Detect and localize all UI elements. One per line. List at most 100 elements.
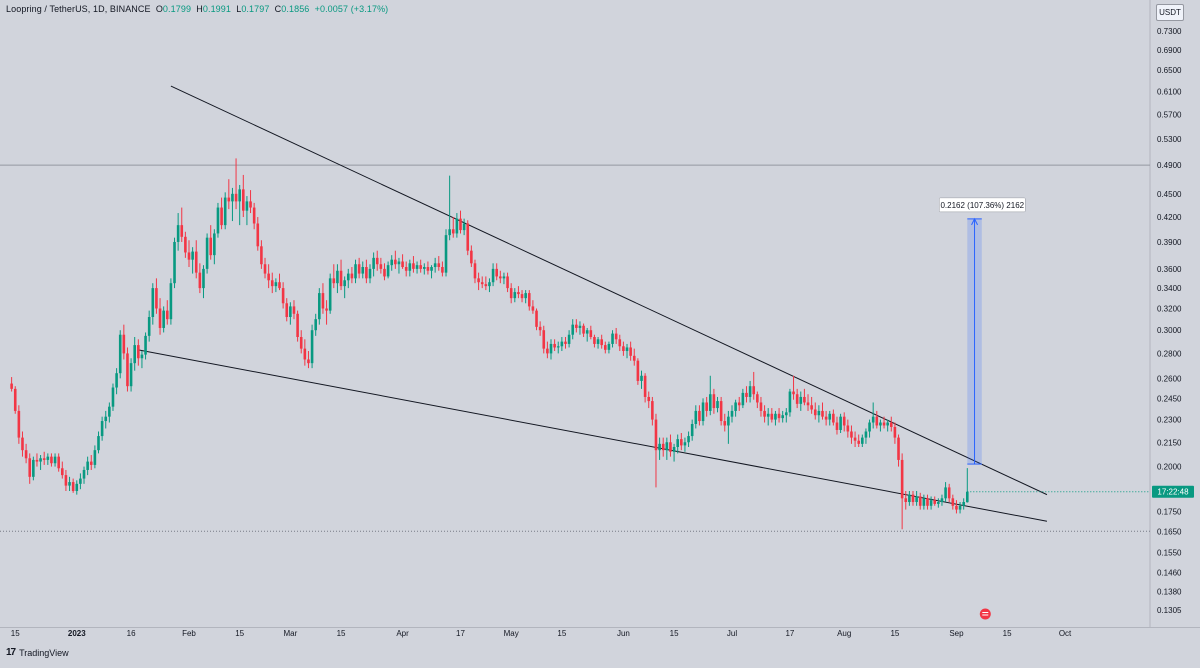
candle-body[interactable] — [600, 339, 603, 346]
candle-body[interactable] — [683, 442, 687, 446]
candle-body[interactable] — [556, 346, 560, 348]
candle-body[interactable] — [459, 218, 462, 231]
candle-body[interactable] — [455, 218, 459, 234]
candle-body[interactable] — [61, 468, 64, 476]
candle-body[interactable] — [357, 264, 361, 274]
candle-body[interactable] — [745, 392, 748, 397]
candle-body[interactable] — [361, 267, 365, 274]
candle-body[interactable] — [806, 402, 810, 406]
candle-body[interactable] — [958, 505, 962, 510]
candle-body[interactable] — [567, 334, 571, 344]
candle-body[interactable] — [50, 456, 53, 464]
candle-body[interactable] — [861, 437, 864, 444]
candle-body[interactable] — [882, 422, 886, 426]
candle-body[interactable] — [868, 422, 871, 432]
candle-body[interactable] — [336, 270, 339, 284]
candle-body[interactable] — [318, 293, 321, 320]
candle-body[interactable] — [575, 324, 578, 328]
candle-body[interactable] — [817, 410, 821, 416]
candle-body[interactable] — [82, 469, 86, 479]
candle-body[interactable] — [249, 201, 252, 208]
candle-body[interactable] — [339, 270, 343, 287]
candle-body[interactable] — [708, 394, 712, 411]
candle-body[interactable] — [756, 394, 759, 403]
candle-body[interactable] — [488, 282, 491, 287]
candle-body[interactable] — [564, 341, 567, 344]
candle-body[interactable] — [220, 207, 223, 226]
candle-body[interactable] — [169, 283, 173, 320]
candle-body[interactable] — [582, 325, 585, 334]
candle-body[interactable] — [296, 313, 299, 338]
candle-body[interactable] — [716, 401, 719, 409]
candle-body[interactable] — [850, 431, 853, 438]
candle-body[interactable] — [842, 416, 846, 426]
candle-body[interactable] — [278, 282, 281, 289]
candle-body[interactable] — [643, 375, 647, 397]
candle-body[interactable] — [354, 264, 357, 279]
candle-body[interactable] — [256, 223, 260, 247]
candle-body[interactable] — [640, 375, 643, 381]
candle-body[interactable] — [839, 416, 842, 430]
candle-body[interactable] — [737, 402, 741, 406]
candle-body[interactable] — [506, 276, 509, 289]
candle-body[interactable] — [451, 229, 455, 234]
candle-body[interactable] — [13, 388, 17, 411]
candle-body[interactable] — [35, 459, 39, 462]
candle-body[interactable] — [270, 280, 274, 287]
candle-body[interactable] — [832, 413, 835, 423]
candle-body[interactable] — [444, 235, 448, 273]
candle-body[interactable] — [187, 252, 191, 260]
candle-body[interactable] — [129, 363, 133, 387]
candle-body[interactable] — [173, 241, 176, 284]
candle-body[interactable] — [774, 413, 777, 420]
candle-body[interactable] — [792, 391, 795, 395]
candle-body[interactable] — [661, 443, 665, 451]
candle-body[interactable] — [727, 416, 730, 426]
candle-body[interactable] — [527, 293, 531, 307]
candle-body[interactable] — [346, 273, 350, 281]
candle-body[interactable] — [299, 337, 303, 349]
candle-body[interactable] — [665, 442, 669, 451]
candle-body[interactable] — [864, 431, 868, 438]
candle-body[interactable] — [824, 416, 828, 420]
candle-body[interactable] — [585, 330, 589, 334]
candle-body[interactable] — [524, 293, 527, 299]
candle-body[interactable] — [622, 346, 625, 352]
candle-body[interactable] — [966, 491, 969, 503]
candle-body[interactable] — [176, 225, 180, 242]
candle-body[interactable] — [940, 498, 944, 503]
candle-body[interactable] — [292, 306, 296, 314]
candle-body[interactable] — [79, 478, 82, 484]
candle-body[interactable] — [53, 456, 57, 464]
candle-body[interactable] — [477, 278, 480, 283]
candle-body[interactable] — [365, 267, 368, 279]
candle-body[interactable] — [310, 330, 314, 364]
candle-body[interactable] — [252, 207, 256, 224]
candle-body[interactable] — [517, 292, 520, 295]
candle-body[interactable] — [614, 333, 618, 340]
candle-body[interactable] — [651, 401, 654, 420]
candle-body[interactable] — [462, 223, 466, 231]
candle-body[interactable] — [350, 273, 354, 279]
candle-body[interactable] — [799, 396, 803, 404]
candle-body[interactable] — [951, 498, 955, 506]
candle-body[interactable] — [42, 458, 46, 460]
candle-body[interactable] — [137, 345, 140, 359]
candle-body[interactable] — [759, 402, 763, 411]
candle-body[interactable] — [155, 288, 158, 309]
candle-body[interactable] — [372, 257, 375, 269]
candle-body[interactable] — [281, 288, 285, 304]
candle-body[interactable] — [480, 282, 484, 285]
candle-body[interactable] — [875, 416, 879, 426]
candle-body[interactable] — [770, 413, 774, 420]
candle-body[interactable] — [929, 500, 933, 506]
candle-body[interactable] — [328, 278, 332, 311]
candle-body[interactable] — [846, 425, 850, 432]
candle-body[interactable] — [401, 261, 404, 268]
candle-body[interactable] — [375, 257, 379, 265]
candle-body[interactable] — [944, 487, 947, 499]
candle-body[interactable] — [147, 317, 151, 336]
candle-body[interactable] — [118, 334, 122, 374]
candle-body[interactable] — [32, 459, 35, 477]
